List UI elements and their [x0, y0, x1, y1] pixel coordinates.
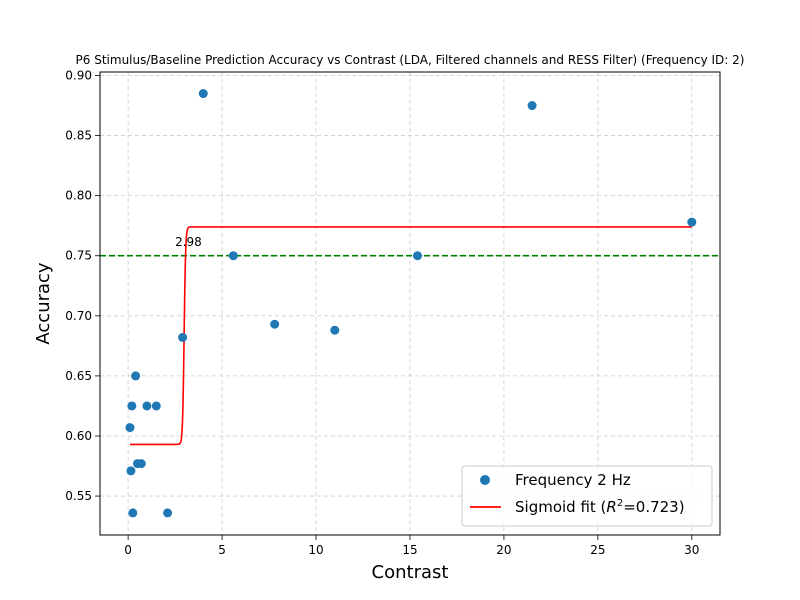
legend-box	[461, 465, 713, 527]
scatter-point	[127, 401, 137, 411]
legend-label-line-suffix: =0.723)	[623, 498, 684, 516]
x-tick-label: 15	[402, 543, 417, 557]
legend: Frequency 2 Hz Sigmoid fit (R2=0.723)	[461, 465, 713, 527]
scatter-point	[128, 508, 138, 518]
y-tick-label: 0.65	[65, 369, 92, 383]
x-tick-label: 10	[308, 543, 323, 557]
x-axis-ticks: 0 5 10 15 20 25 30	[124, 535, 699, 557]
legend-label-line-sup: 2	[617, 498, 623, 509]
x-tick-label: 25	[590, 543, 605, 557]
scatter-point	[131, 371, 141, 381]
scatter-point	[527, 101, 537, 111]
scatter-point	[228, 251, 238, 261]
y-tick-label: 0.80	[65, 189, 92, 203]
scatter-point	[270, 319, 280, 329]
plot-area: 2.98	[99, 71, 721, 536]
x-tick-label: 0	[124, 543, 132, 557]
y-tick-label: 0.85	[65, 129, 92, 143]
fit-lines	[130, 226, 692, 446]
scatter-point	[412, 251, 422, 261]
scatter-point	[687, 217, 697, 227]
grid	[100, 72, 720, 535]
y-tick-label: 0.90	[65, 68, 92, 82]
legend-label-line-math: R	[606, 498, 616, 516]
chart-title: P6 Stimulus/Baseline Prediction Accuracy…	[76, 53, 745, 67]
legend-marker-scatter	[480, 475, 490, 485]
scatter-point	[330, 325, 340, 335]
x-tick-label: 5	[218, 543, 226, 557]
y-tick-label: 0.70	[65, 309, 92, 323]
scatter-point	[136, 459, 146, 469]
x-tick-label: 30	[684, 543, 699, 557]
scatter-point	[151, 401, 161, 411]
y-axis-label: Accuracy	[33, 262, 54, 345]
scatter-point	[126, 466, 136, 476]
x-axis-label: Contrast	[372, 562, 449, 583]
scatter-point	[125, 423, 135, 433]
scatter-points	[125, 89, 697, 518]
annotation-label: 2.98	[175, 235, 202, 249]
y-tick-label: 0.60	[65, 429, 92, 443]
annotations: 2.98	[175, 235, 202, 249]
x-tick-label: 20	[496, 543, 511, 557]
scatter-point	[198, 89, 208, 99]
sigmoid-fit-line	[130, 226, 692, 446]
scatter-point	[178, 332, 188, 342]
legend-label-line-prefix: Sigmoid fit (	[515, 498, 606, 516]
legend-label-scatter: Frequency 2 Hz	[515, 471, 631, 489]
y-tick-label: 0.75	[65, 249, 92, 263]
legend-label-line: Sigmoid fit (R2=0.723)	[515, 498, 685, 516]
scatter-point	[142, 401, 152, 411]
y-axis-ticks: 0.55 0.60 0.65 0.70 0.75 0.80 0.85 0.90	[65, 68, 100, 503]
y-tick-label: 0.55	[65, 489, 92, 503]
scatter-point	[163, 508, 173, 518]
